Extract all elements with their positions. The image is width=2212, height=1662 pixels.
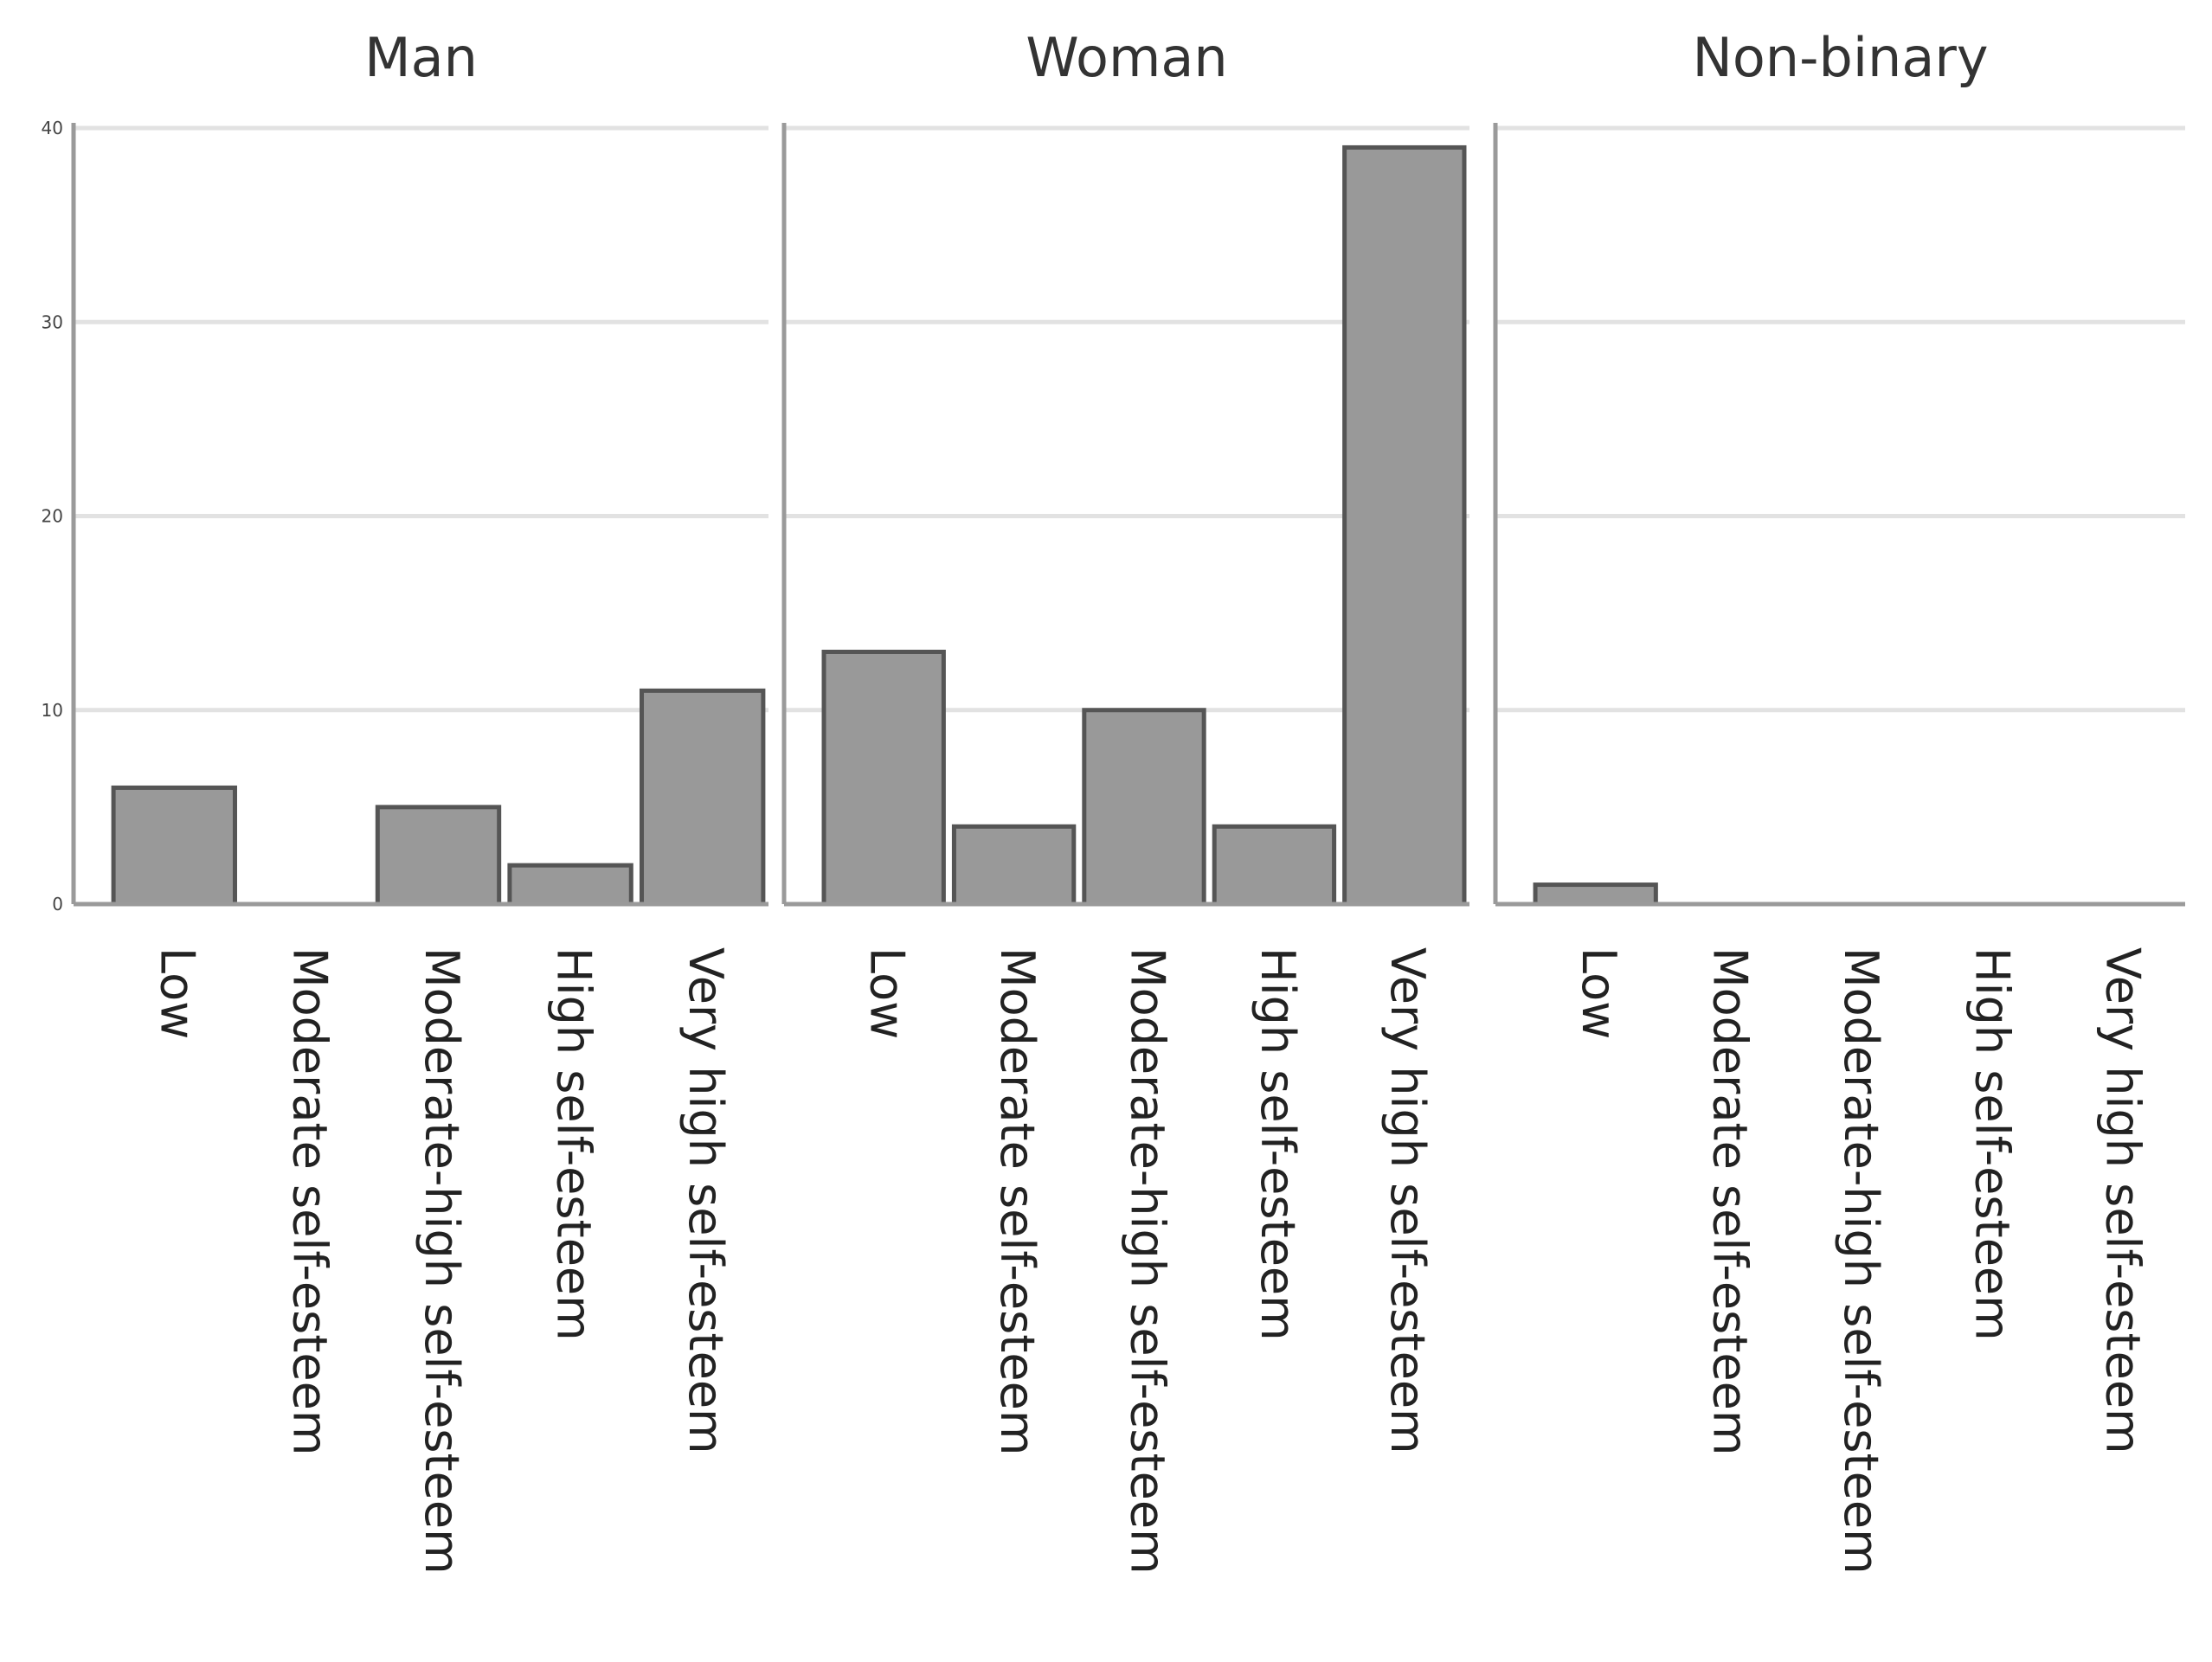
panel-title: Woman	[1026, 26, 1227, 89]
category-label: Moderate self-esteem	[1702, 947, 1757, 1455]
category-label: Very high self-esteem	[1380, 947, 1435, 1454]
y-tick-label: 40	[42, 118, 63, 138]
panel-1: Woman Low Moderate self-esteem Moderate-hig…	[781, 26, 1469, 1575]
bar	[1533, 882, 1658, 907]
bar	[1212, 824, 1337, 907]
category-label: Moderate-high self-esteem	[1120, 947, 1174, 1575]
bar	[1342, 144, 1467, 907]
category-label: Moderate self-esteem	[990, 947, 1045, 1455]
panel-0: Man 0 10 20 30 40 Low Moderate self-esteem Moder…	[42, 26, 768, 1575]
category-label: High self-esteem	[546, 947, 601, 1341]
y-tick-label: 20	[42, 506, 63, 527]
category-label: Moderate self-esteem	[282, 947, 337, 1455]
category-label: Very high self-esteem	[2096, 947, 2151, 1454]
category-label: Moderate-high self-esteem	[415, 947, 469, 1575]
category-label: Moderate-high self-esteem	[1834, 947, 1888, 1575]
category-label: High self-esteem	[1251, 947, 1305, 1341]
bar	[821, 649, 946, 907]
panel-2: Non-binary Low Moderate self-esteem Moderat…	[1493, 26, 2185, 1575]
bar	[111, 785, 237, 907]
y-tick-label: 10	[42, 700, 63, 721]
category-label: Low	[860, 947, 915, 1039]
bar	[507, 863, 633, 907]
category-label: High self-esteem	[1964, 947, 2019, 1341]
bar	[1082, 708, 1206, 907]
category-label: Low	[151, 947, 205, 1039]
panel-title: Man	[364, 26, 478, 89]
y-tick-label: 0	[52, 894, 63, 914]
y-tick-label: 30	[42, 311, 63, 332]
category-label: Low	[1572, 947, 1626, 1039]
bar	[375, 805, 502, 907]
bar	[951, 824, 1077, 907]
bar	[640, 688, 766, 907]
category-label: Very high self-esteem	[678, 947, 733, 1454]
panel-title: Non-binary	[1692, 26, 1988, 89]
